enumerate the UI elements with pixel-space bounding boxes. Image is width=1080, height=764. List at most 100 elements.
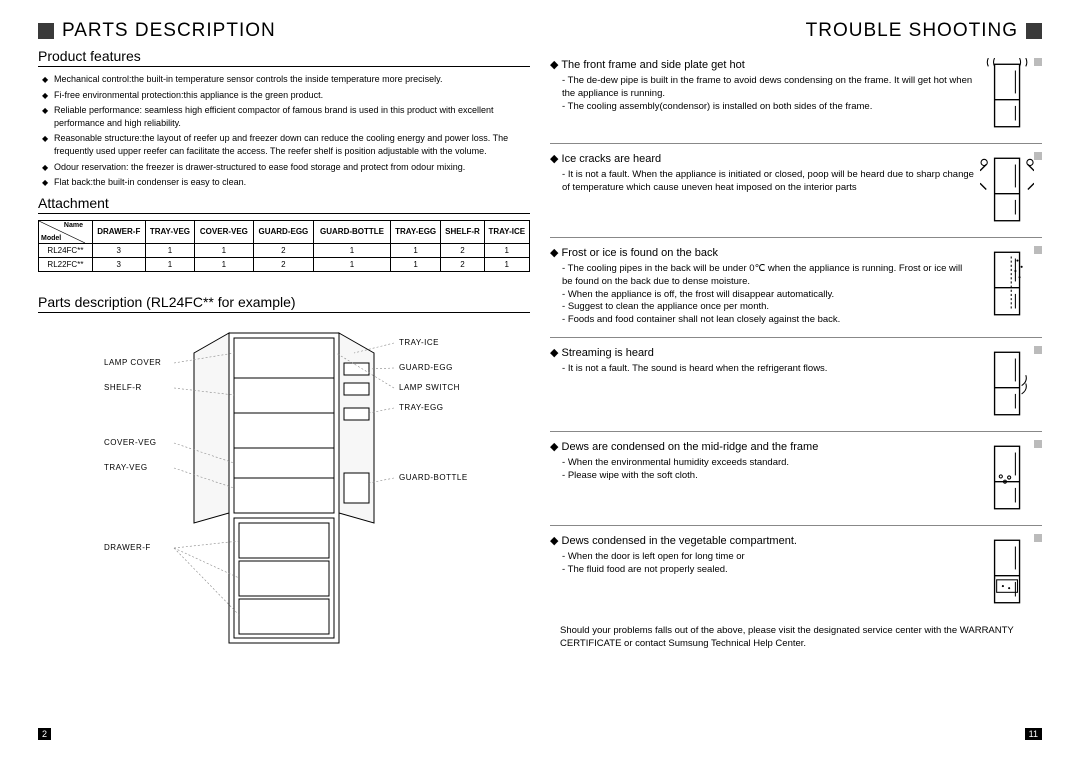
- fridge-icon: [980, 246, 1042, 327]
- val-cell: 2: [441, 243, 484, 257]
- trouble-text: Frost or ice is found on the back The co…: [550, 246, 980, 327]
- fridge-icon: [980, 58, 1042, 133]
- sep-square-icon: [1034, 152, 1042, 160]
- trouble-item: Streaming is heard It is not a fault. Th…: [550, 340, 1042, 432]
- val-cell: 1: [314, 243, 391, 257]
- trouble-heading: Ice cracks are heard: [550, 152, 974, 165]
- trouble-item: Dews condensed in the vegetable compartm…: [550, 528, 1042, 619]
- sep-square-icon: [1034, 58, 1042, 66]
- col-header: GUARD-EGG: [253, 220, 313, 243]
- table-row: RL22FC** 3 1 1 2 1 1 2 1: [39, 257, 530, 271]
- col-header: DRAWER-F: [92, 220, 145, 243]
- fridge-diagram: LAMP COVER SHELF-R COVER-VEG TRAY-VEG DR…: [38, 323, 530, 653]
- right-page: TROUBLE SHOOTING The front frame and sid…: [540, 20, 1052, 744]
- trouble-item: Dews are condensed on the mid-ridge and …: [550, 434, 1042, 526]
- corner-model: Model: [41, 235, 61, 242]
- fridge-icon: [980, 152, 1042, 227]
- trouble-text: The front frame and side plate get hot T…: [550, 58, 980, 133]
- attachment-table: Name Model DRAWER-F TRAY-VEG COVER-VEG G…: [38, 220, 530, 272]
- diagram-heading: Parts description (RL24FC** for example): [38, 294, 530, 313]
- trouble-heading: Dews are condensed on the mid-ridge and …: [550, 440, 974, 453]
- feature-item: Mechanical control:the built-in temperat…: [42, 73, 530, 86]
- val-cell: 2: [253, 243, 313, 257]
- trouble-heading: Dews condensed in the vegetable compartm…: [550, 534, 974, 547]
- val-cell: 2: [441, 257, 484, 271]
- feature-item: Fi-free environmental protection:this ap…: [42, 89, 530, 102]
- trouble-item: Ice cracks are heard It is not a fault. …: [550, 146, 1042, 238]
- title-square-icon: [1026, 23, 1042, 39]
- label: TRAY-EGG: [399, 403, 443, 412]
- corner-name: Name: [64, 222, 83, 229]
- label: TRAY-ICE: [399, 338, 439, 347]
- features-list: Mechanical control:the built-in temperat…: [38, 73, 530, 189]
- label: GUARD-BOTTLE: [399, 473, 468, 482]
- label: DRAWER-F: [104, 543, 151, 552]
- table-row: RL24FC** 3 1 1 2 1 1 2 1: [39, 243, 530, 257]
- trouble-heading: Streaming is heard: [550, 346, 974, 359]
- val-cell: 3: [92, 243, 145, 257]
- trouble-heading: The front frame and side plate get hot: [550, 58, 974, 71]
- val-cell: 3: [92, 257, 145, 271]
- feature-item: Flat back:the built-in condenser is easy…: [42, 176, 530, 189]
- label: SHELF-R: [104, 383, 142, 392]
- trouble-subs: The cooling pipes in the back will be un…: [550, 263, 974, 327]
- fridge-svg: LAMP COVER SHELF-R COVER-VEG TRAY-VEG DR…: [74, 323, 494, 653]
- table-corner-cell: Name Model: [39, 220, 93, 243]
- trouble-item: Frost or ice is found on the back The co…: [550, 240, 1042, 338]
- trouble-text: Streaming is heard It is not a fault. Th…: [550, 346, 980, 421]
- fridge-icon: [980, 534, 1042, 609]
- val-cell: 1: [314, 257, 391, 271]
- col-header: SHELF-R: [441, 220, 484, 243]
- val-cell: 1: [145, 257, 194, 271]
- val-cell: 1: [484, 243, 529, 257]
- trouble-title-row: TROUBLE SHOOTING: [550, 20, 1042, 42]
- trouble-text: Dews condensed in the vegetable compartm…: [550, 534, 980, 609]
- trouble-subs: When the door is left open for long time…: [550, 551, 974, 577]
- fridge-icon: [980, 440, 1042, 515]
- feature-item: Odour reservation: the freezer is drawer…: [42, 161, 530, 174]
- sep-square-icon: [1034, 246, 1042, 254]
- col-header: COVER-VEG: [195, 220, 253, 243]
- val-cell: 1: [145, 243, 194, 257]
- page-number-left: 2: [38, 728, 51, 740]
- left-page: PARTS DESCRIPTION Product features Mecha…: [28, 20, 540, 744]
- label: TRAY-VEG: [104, 463, 148, 472]
- parts-title: PARTS DESCRIPTION: [62, 20, 276, 42]
- label: GUARD-EGG: [399, 363, 453, 372]
- sep-square-icon: [1034, 534, 1042, 542]
- trouble-title: TROUBLE SHOOTING: [806, 20, 1018, 42]
- model-cell: RL22FC**: [39, 257, 93, 271]
- trouble-heading: Frost or ice is found on the back: [550, 246, 974, 259]
- val-cell: 1: [484, 257, 529, 271]
- col-header: GUARD-BOTTLE: [314, 220, 391, 243]
- col-header: TRAY-ICE: [484, 220, 529, 243]
- parts-title-row: PARTS DESCRIPTION: [38, 20, 530, 42]
- val-cell: 1: [195, 243, 253, 257]
- val-cell: 1: [195, 257, 253, 271]
- trouble-subs: It is not a fault. The sound is heard wh…: [550, 363, 974, 376]
- sep-square-icon: [1034, 440, 1042, 448]
- val-cell: 1: [390, 243, 440, 257]
- table-row: Name Model DRAWER-F TRAY-VEG COVER-VEG G…: [39, 220, 530, 243]
- trouble-subs: The de-dew pipe is built in the frame to…: [550, 75, 974, 113]
- label: LAMP COVER: [104, 358, 161, 367]
- feature-item: Reasonable structure:the layout of reefe…: [42, 132, 530, 157]
- col-header: TRAY-VEG: [145, 220, 194, 243]
- trouble-subs: It is not a fault. When the appliance is…: [550, 169, 974, 195]
- feature-item: Reliable performance: seamless high effi…: [42, 104, 530, 129]
- label: COVER-VEG: [104, 438, 157, 447]
- model-cell: RL24FC**: [39, 243, 93, 257]
- trouble-text: Ice cracks are heard It is not a fault. …: [550, 152, 980, 227]
- trouble-list: The front frame and side plate get hot T…: [550, 52, 1042, 619]
- attachment-heading: Attachment: [38, 195, 530, 214]
- page-number-right: 11: [1025, 728, 1042, 740]
- trouble-item: The front frame and side plate get hot T…: [550, 52, 1042, 144]
- val-cell: 1: [390, 257, 440, 271]
- col-header: TRAY-EGG: [390, 220, 440, 243]
- title-square-icon: [38, 23, 54, 39]
- label: LAMP SWITCH: [399, 383, 460, 392]
- fridge-icon: [980, 346, 1042, 421]
- trouble-subs: When the environmental humidity exceeds …: [550, 457, 974, 483]
- footer-note: Should your problems falls out of the ab…: [550, 621, 1042, 651]
- sep-square-icon: [1034, 346, 1042, 354]
